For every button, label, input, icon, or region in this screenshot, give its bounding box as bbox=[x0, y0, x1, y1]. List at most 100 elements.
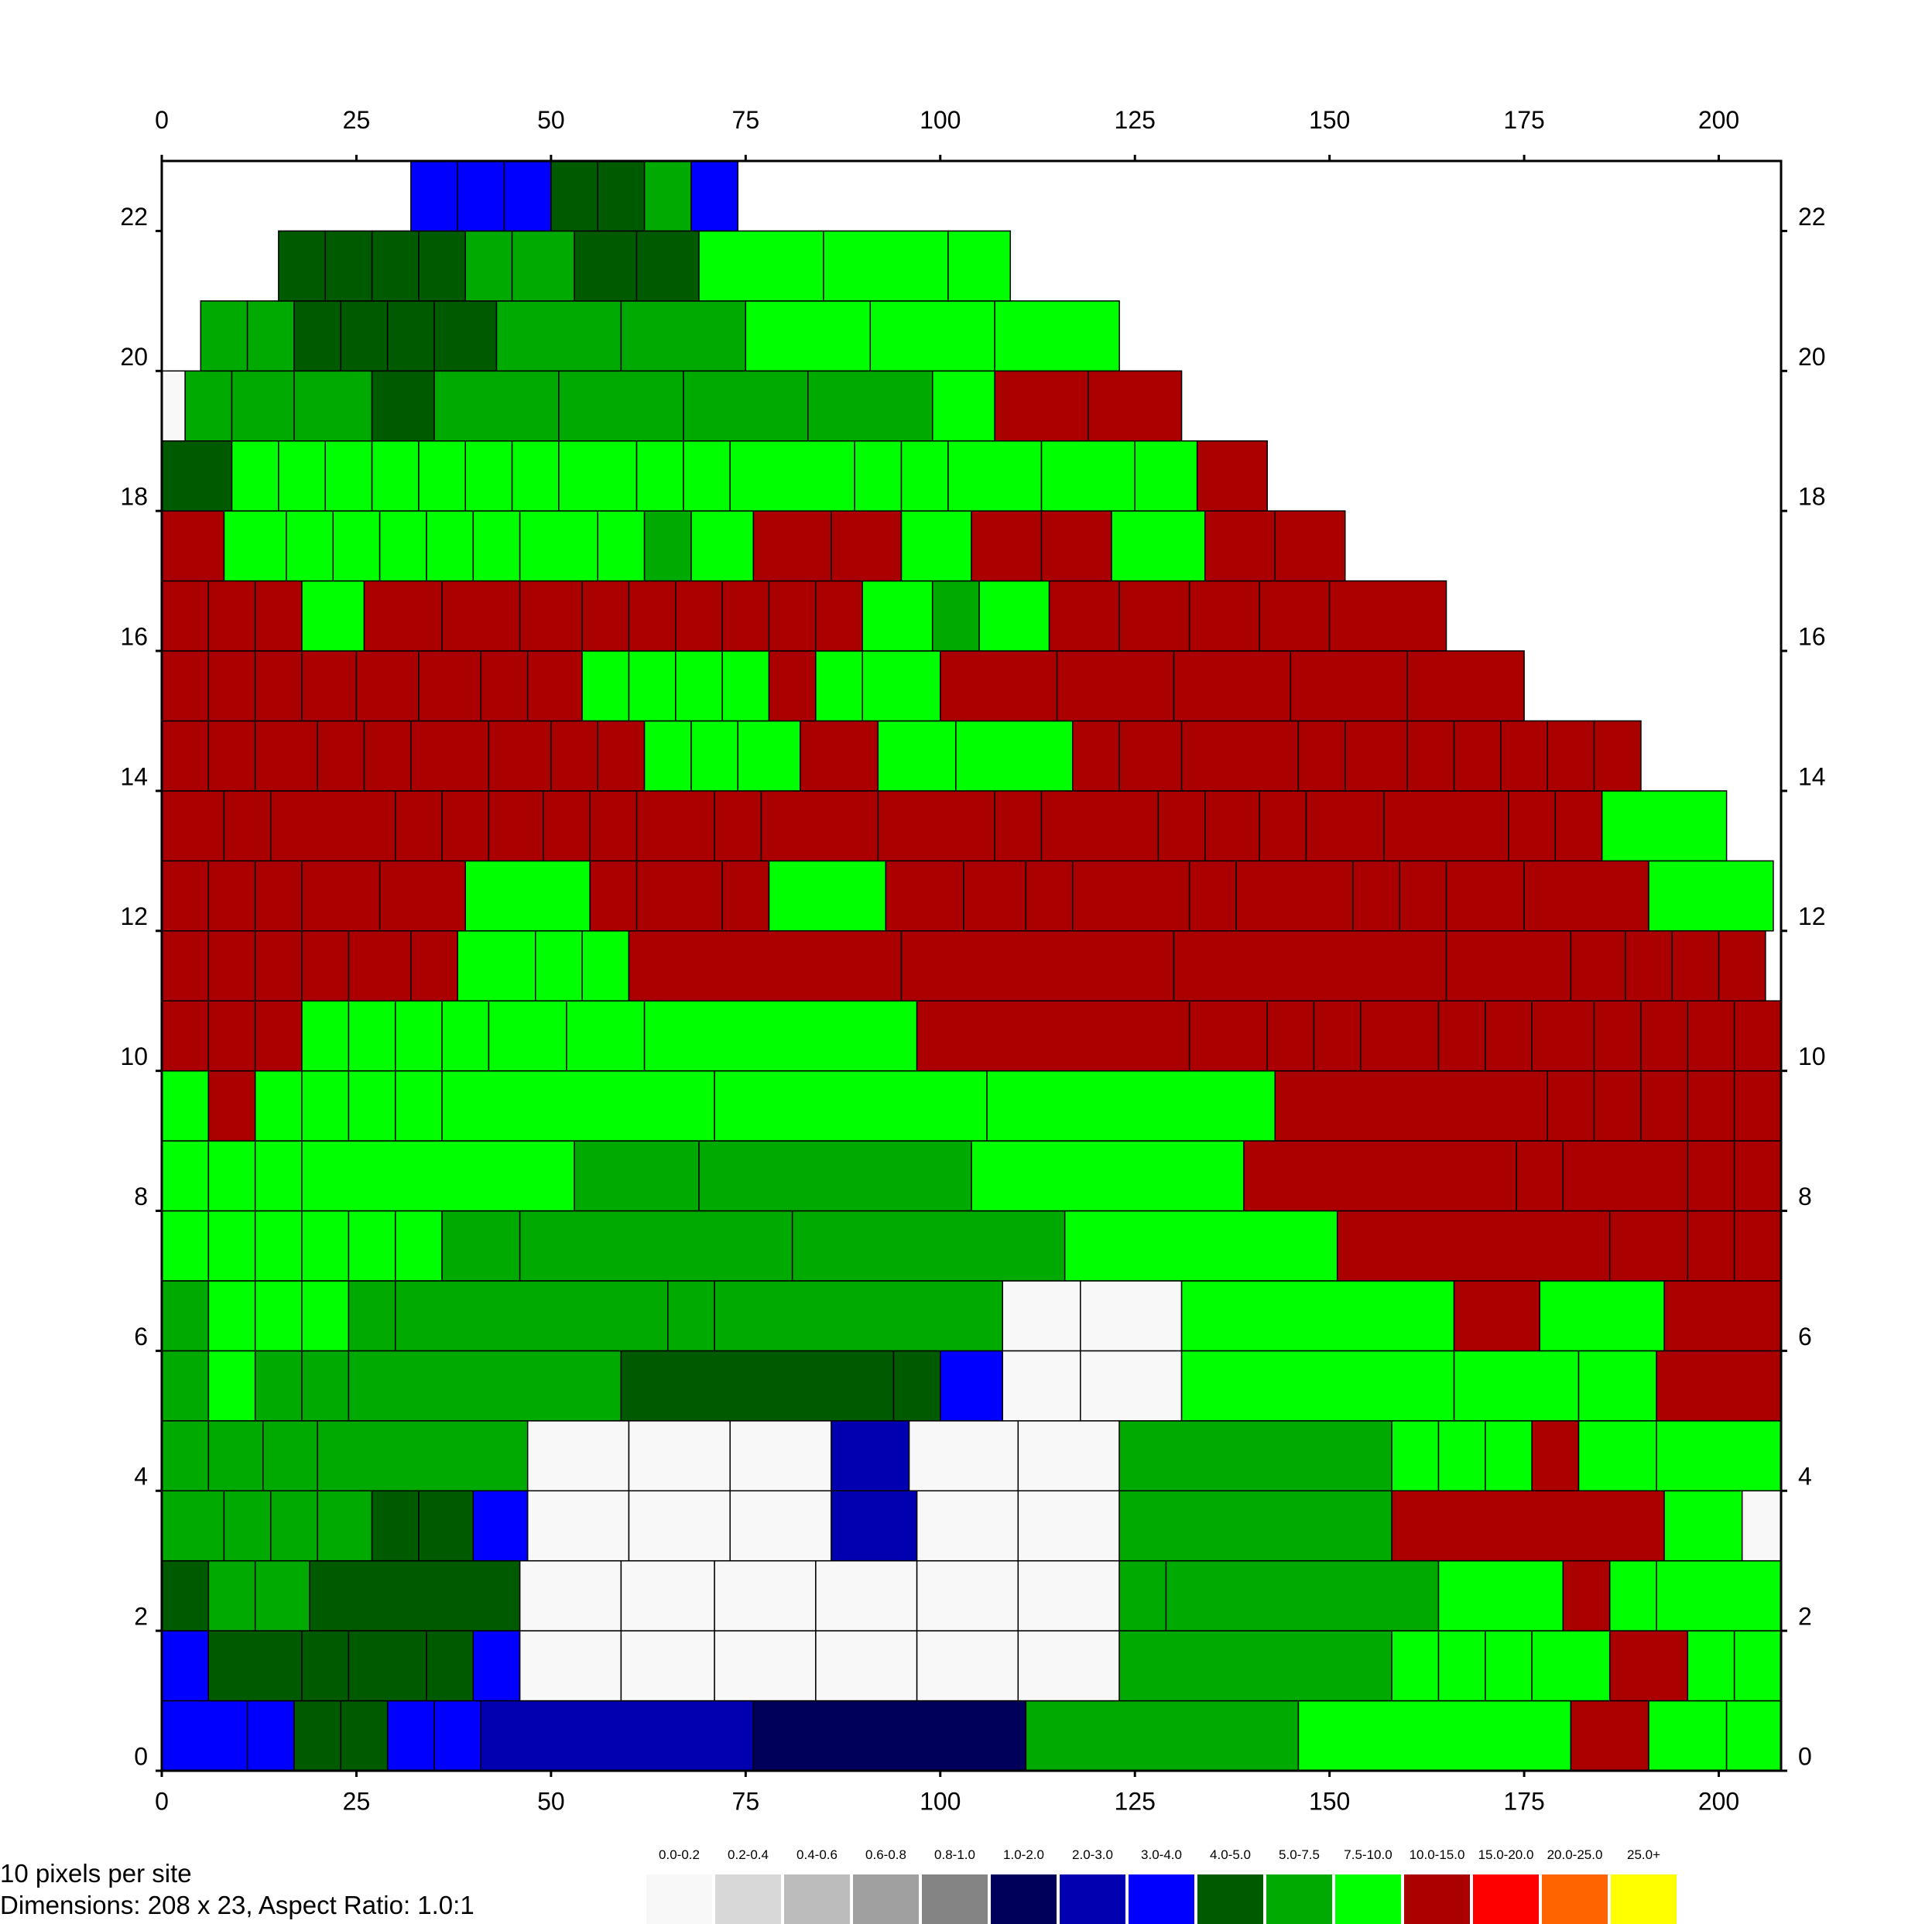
heatmap-cell bbox=[161, 1700, 248, 1772]
heatmap-cell bbox=[1336, 1210, 1611, 1282]
heatmap-cell bbox=[831, 1420, 910, 1492]
dimensions-text: Dimensions: 208 x 23, Aspect Ratio: 1.0:… bbox=[0, 1891, 474, 1919]
heatmap-cell bbox=[223, 790, 272, 862]
heatmap-cell bbox=[457, 160, 505, 232]
x-tick-label-top: 175 bbox=[1503, 106, 1544, 134]
y-tick-label-left: 18 bbox=[120, 483, 148, 511]
heatmap-cell bbox=[317, 1420, 529, 1492]
heatmap-cell bbox=[1554, 790, 1603, 862]
x-tick-label-top: 150 bbox=[1309, 106, 1350, 134]
heatmap-cell bbox=[441, 1210, 521, 1282]
heatmap-cell bbox=[831, 510, 903, 582]
heatmap-cell bbox=[1516, 1140, 1564, 1212]
heatmap-cell bbox=[1570, 930, 1626, 1001]
heatmap-cell bbox=[916, 1559, 1019, 1631]
y-tick-label-right: 20 bbox=[1798, 343, 1826, 371]
heatmap-cell bbox=[441, 1070, 715, 1142]
heatmap-cell bbox=[379, 510, 427, 582]
heatmap-cell bbox=[1118, 720, 1183, 792]
y-tick-label-left: 10 bbox=[120, 1042, 148, 1070]
heatmap-cell bbox=[278, 230, 326, 302]
heatmap-cell bbox=[698, 1140, 972, 1212]
heatmap-cell bbox=[815, 650, 863, 722]
heatmap-cell bbox=[348, 1000, 396, 1072]
heatmap-cell bbox=[161, 1630, 210, 1702]
heatmap-cell bbox=[394, 790, 443, 862]
heatmap-cell bbox=[543, 790, 591, 862]
heatmap-cell bbox=[1399, 860, 1447, 932]
heatmap-cell bbox=[270, 790, 396, 862]
heatmap-cell bbox=[519, 1630, 622, 1702]
y-tick-label-left: 4 bbox=[134, 1463, 148, 1491]
heatmap-cell bbox=[1002, 1280, 1081, 1352]
legend-swatch bbox=[1611, 1874, 1677, 1924]
heatmap-cell bbox=[1017, 1420, 1120, 1492]
heatmap-cell bbox=[1687, 1000, 1735, 1072]
heatmap-cell bbox=[386, 300, 435, 372]
heatmap-cell bbox=[161, 440, 233, 512]
heatmap-cell bbox=[1328, 580, 1447, 652]
legend-swatch bbox=[853, 1874, 919, 1924]
heatmap-cell bbox=[161, 1210, 210, 1282]
heatmap-cell bbox=[1733, 1630, 1782, 1702]
heatmap-cell bbox=[869, 300, 995, 372]
heatmap-cell bbox=[1437, 1630, 1486, 1702]
heatmap-cell bbox=[371, 440, 420, 512]
y-tick-label-left: 16 bbox=[120, 622, 148, 650]
heatmap-cell bbox=[457, 930, 536, 1001]
heatmap-cell bbox=[1437, 1420, 1486, 1492]
heatmap-cell bbox=[589, 790, 638, 862]
heatmap-cell bbox=[464, 860, 591, 932]
heatmap-cell bbox=[207, 1420, 264, 1492]
legend-label: 20.0-25.0 bbox=[1547, 1847, 1603, 1862]
heatmap-cell bbox=[643, 1000, 918, 1072]
heatmap-cell bbox=[1406, 720, 1455, 792]
heatmap-cell bbox=[254, 1000, 303, 1072]
heatmap-cell bbox=[566, 1000, 646, 1072]
heatmap-cell bbox=[1297, 1700, 1572, 1772]
heatmap-cell bbox=[495, 300, 622, 372]
heatmap-cell bbox=[1180, 1280, 1455, 1352]
y-tick-label-right: 4 bbox=[1798, 1463, 1812, 1491]
heatmap-cell bbox=[558, 370, 684, 442]
heatmap-cell bbox=[737, 720, 801, 792]
heatmap-cell bbox=[1360, 1000, 1440, 1072]
legend-swatch bbox=[922, 1874, 988, 1924]
heatmap-cell bbox=[207, 720, 256, 792]
heatmap-cell bbox=[1274, 1070, 1549, 1142]
legend-swatch bbox=[1542, 1874, 1608, 1924]
heatmap-cell bbox=[1437, 1000, 1486, 1072]
x-tick-label-bottom: 175 bbox=[1503, 1787, 1544, 1815]
heatmap-cell bbox=[854, 440, 903, 512]
heatmap-cell bbox=[526, 650, 583, 722]
heatmap-cell bbox=[1485, 1000, 1533, 1072]
heatmap-cell bbox=[301, 650, 358, 722]
heatmap-cell bbox=[1048, 580, 1120, 652]
heatmap-cell bbox=[1305, 790, 1385, 862]
heatmap-cell bbox=[511, 440, 560, 512]
heatmap-cell bbox=[698, 230, 824, 302]
heatmap-cell bbox=[1656, 1420, 1782, 1492]
heatmap-cell bbox=[1485, 1420, 1533, 1492]
heatmap-cell bbox=[254, 860, 303, 932]
heatmap-cell bbox=[535, 930, 583, 1001]
heatmap-cell bbox=[519, 580, 583, 652]
heatmap-cell bbox=[1196, 440, 1268, 512]
heatmap-cell bbox=[1017, 1490, 1120, 1562]
legend-label: 2.0-3.0 bbox=[1072, 1847, 1113, 1862]
heatmap-cell bbox=[589, 860, 638, 932]
heatmap-cell bbox=[1391, 1420, 1440, 1492]
heatmap-cell bbox=[480, 650, 529, 722]
heatmap-cell bbox=[574, 1140, 700, 1212]
legend-label: 10.0-15.0 bbox=[1410, 1847, 1465, 1862]
x-tick-label-top: 25 bbox=[343, 106, 371, 134]
heatmap-cell bbox=[1352, 860, 1400, 932]
heatmap-cell bbox=[768, 860, 887, 932]
heatmap-cell bbox=[768, 580, 817, 652]
heatmap-cell bbox=[1173, 650, 1292, 722]
heatmap-cell bbox=[675, 650, 723, 722]
heatmap-cell bbox=[760, 790, 879, 862]
heatmap-cell bbox=[441, 1000, 490, 1072]
heatmap-cell bbox=[1733, 1210, 1782, 1282]
